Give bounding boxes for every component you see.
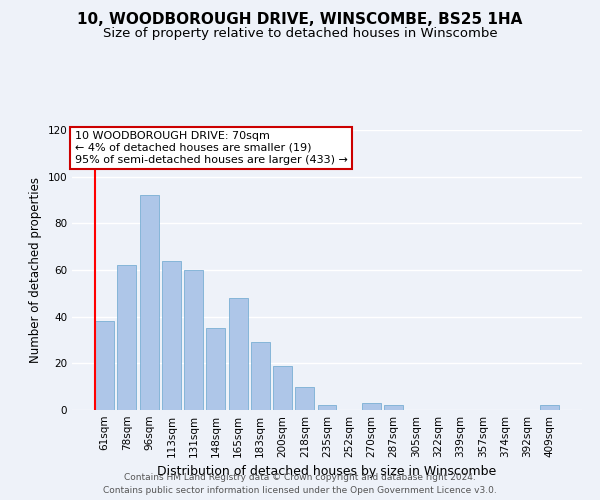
Bar — [118, 266, 136, 410]
Bar — [362, 403, 381, 410]
X-axis label: Distribution of detached houses by size in Winscombe: Distribution of detached houses by size … — [157, 466, 497, 478]
Bar — [162, 260, 181, 410]
Text: Contains HM Land Registry data © Crown copyright and database right 2024.: Contains HM Land Registry data © Crown c… — [124, 474, 476, 482]
Bar — [384, 406, 403, 410]
Bar — [295, 386, 314, 410]
Text: 10, WOODBOROUGH DRIVE, WINSCOMBE, BS25 1HA: 10, WOODBOROUGH DRIVE, WINSCOMBE, BS25 1… — [77, 12, 523, 28]
Bar — [95, 322, 114, 410]
Bar — [140, 196, 158, 410]
Bar — [229, 298, 248, 410]
Bar — [206, 328, 225, 410]
Bar — [251, 342, 270, 410]
Bar — [540, 406, 559, 410]
Bar — [273, 366, 292, 410]
Text: Size of property relative to detached houses in Winscombe: Size of property relative to detached ho… — [103, 28, 497, 40]
Bar — [317, 406, 337, 410]
Y-axis label: Number of detached properties: Number of detached properties — [29, 177, 42, 363]
Bar — [184, 270, 203, 410]
Text: 10 WOODBOROUGH DRIVE: 70sqm
← 4% of detached houses are smaller (19)
95% of semi: 10 WOODBOROUGH DRIVE: 70sqm ← 4% of deta… — [74, 132, 347, 164]
Text: Contains public sector information licensed under the Open Government Licence v3: Contains public sector information licen… — [103, 486, 497, 495]
